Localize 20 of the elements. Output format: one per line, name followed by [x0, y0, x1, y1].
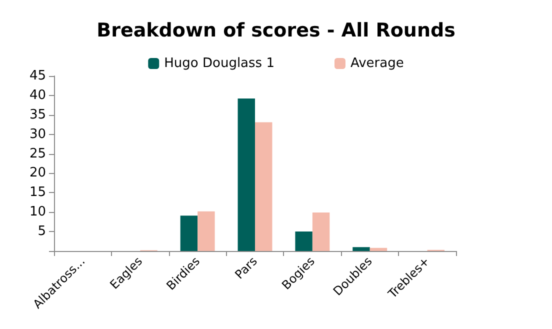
legend-label: Average: [350, 56, 404, 71]
y-tick-label: 30: [29, 126, 46, 142]
y-tick-label: 35: [29, 107, 46, 122]
chart-title: Breakdown of scores - All Rounds: [96, 20, 456, 42]
bar: [370, 248, 388, 251]
y-tick-label: 5: [38, 224, 46, 240]
y-tick-label: 25: [29, 146, 46, 162]
bar: [352, 247, 370, 251]
bar: [198, 211, 215, 251]
bar: [255, 122, 272, 251]
bar: [312, 212, 330, 251]
bar: [238, 98, 255, 251]
legend-label: Hugo Douglass 1: [164, 56, 274, 71]
y-tick-label: 20: [29, 166, 46, 181]
y-tick-label: 45: [29, 68, 46, 84]
bar: [180, 216, 198, 251]
y-tick-label: 10: [29, 204, 46, 220]
bar: [295, 232, 312, 251]
y-tick-label: 40: [29, 88, 46, 103]
y-tick-label: 15: [29, 185, 46, 200]
